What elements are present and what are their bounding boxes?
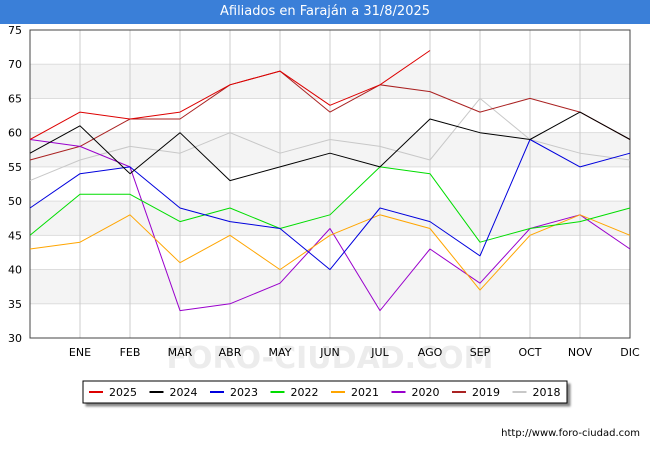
series-line-2024 [29, 111, 631, 182]
x-tick-label: AGO [418, 346, 443, 359]
y-tick-label: 50 [8, 195, 22, 208]
legend-label: 2024 [170, 386, 198, 399]
source-url[interactable]: http://www.foro-ciudad.com [501, 428, 640, 439]
legend-box [82, 380, 568, 404]
y-tick-label: 30 [8, 332, 22, 345]
x-tick-label: ABR [219, 346, 242, 359]
series-line-2025 [29, 50, 431, 140]
y-tick-label: 60 [8, 127, 22, 140]
chart-title: Afiliados en Faraján a 31/8/2025 [0, 0, 650, 24]
x-tick-label: FEB [120, 346, 141, 359]
y-tick-label: 55 [8, 161, 22, 174]
legend-label: 2022 [291, 386, 319, 399]
y-tick-label: 70 [8, 58, 22, 71]
series-line-2022 [29, 166, 631, 243]
y-tick-label: 35 [8, 298, 22, 311]
y-tick-label: 75 [8, 24, 22, 37]
x-tick-label: MAR [168, 346, 193, 359]
series-line-2021 [29, 214, 631, 291]
plot-frame [29, 29, 631, 339]
legend-label: 2019 [472, 386, 500, 399]
legend-label: 2020 [412, 386, 440, 399]
x-tick-label: DIC [620, 346, 640, 359]
x-tick-label: SEP [470, 346, 491, 359]
y-tick-label: 65 [8, 92, 22, 105]
x-tick-label: JUL [370, 346, 389, 359]
legend-label: 2021 [351, 386, 379, 399]
x-tick-label: OCT [518, 346, 541, 359]
x-tick-label: MAY [269, 346, 292, 359]
x-tick-label: ENE [69, 346, 91, 359]
legend-label: 2025 [109, 386, 137, 399]
y-tick-label: 40 [8, 264, 22, 277]
watermark: FORO-CIUDAD.COM [167, 341, 494, 376]
x-tick-label: NOV [568, 346, 593, 359]
x-tick-label: JUN [319, 346, 340, 359]
legend-label: 2018 [533, 386, 561, 399]
y-tick-label: 45 [8, 229, 22, 242]
legend-label: 2023 [230, 386, 258, 399]
